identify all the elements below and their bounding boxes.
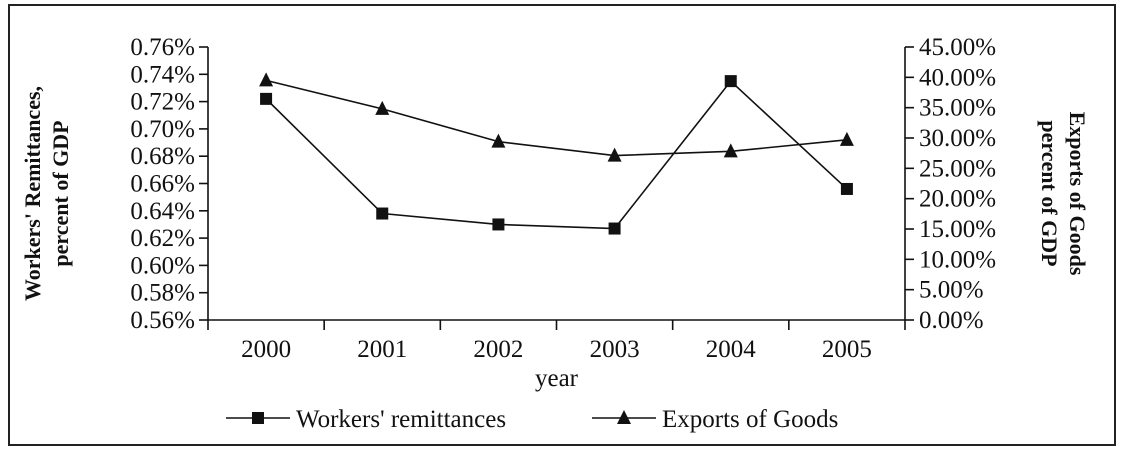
left-tick-label: 0.62% [130, 225, 195, 252]
right-tick-label: 25.00% [919, 155, 996, 182]
left-axis-title-line: Workers' Remittances, [20, 86, 45, 301]
left-tick-label: 0.70% [130, 116, 195, 143]
right-axis-title-line: Exports of Goods [1065, 112, 1090, 276]
right-tick-label: 15.00% [919, 216, 996, 243]
x-tick-label: 2000 [241, 336, 291, 363]
legend-exports-marker [617, 410, 631, 424]
x-tick-label: 2001 [357, 336, 407, 363]
right-axis-title: Exports of Goodspercent of GDP [1037, 112, 1090, 276]
exports-point [607, 147, 622, 162]
left-tick-label: 0.66% [130, 171, 195, 198]
exports-point [723, 143, 738, 158]
remittances-point [840, 182, 853, 195]
right-axis-title-line: percent of GDP [1037, 120, 1062, 266]
x-tick-label: 2004 [706, 336, 757, 363]
right-tick-label: 0.00% [919, 307, 984, 334]
series-markers [259, 72, 854, 235]
x-tick-label: 2002 [473, 336, 523, 363]
legend-exports-label: Exports of Goods [662, 406, 838, 433]
legend: Workers' remittances Exports of Goods [226, 406, 838, 433]
axis-labels: 0.76%0.74%0.72%0.70%0.68%0.66%0.64%0.62%… [20, 34, 1090, 392]
remittances-point [724, 75, 737, 88]
exports-point [375, 100, 390, 115]
right-tick-label: 35.00% [919, 95, 996, 122]
chart-axes [199, 46, 914, 330]
remittances-point [608, 222, 621, 235]
x-tick-label: 2003 [590, 336, 640, 363]
left-tick-label: 0.56% [130, 307, 195, 334]
right-tick-label: 20.00% [919, 186, 996, 213]
remittances-point [492, 218, 505, 231]
left-tick-label: 0.58% [130, 280, 195, 307]
legend-remittances-label: Workers' remittances [296, 406, 506, 433]
right-tick-label: 40.00% [919, 64, 996, 91]
remittances-point [376, 207, 389, 220]
exports-point [491, 133, 506, 148]
left-axis-title-line: percent of GDP [48, 120, 73, 266]
left-tick-label: 0.74% [130, 61, 195, 88]
exports-point [259, 72, 274, 87]
x-axis-title: year [535, 365, 579, 392]
left-tick-label: 0.64% [130, 198, 195, 225]
exports-line [265, 79, 847, 157]
left-tick-label: 0.76% [130, 34, 195, 61]
series-lines [265, 79, 848, 230]
left-tick-label: 0.72% [130, 89, 195, 116]
right-tick-label: 5.00% [919, 277, 984, 304]
chart-frame [8, 4, 1116, 446]
x-tick-label: 2005 [822, 336, 872, 363]
left-axis-title: Workers' Remittances, percent of GDP [20, 86, 73, 301]
legend-remittances-marker [252, 412, 264, 424]
right-tick-label: 10.00% [919, 246, 996, 273]
left-tick-label: 0.60% [130, 252, 195, 279]
exports-point [839, 131, 854, 146]
remittances-point [260, 92, 273, 105]
remittances-line [265, 79, 848, 230]
left-tick-label: 0.68% [130, 143, 195, 170]
right-tick-label: 45.00% [919, 34, 996, 61]
right-tick-label: 30.00% [919, 125, 996, 152]
